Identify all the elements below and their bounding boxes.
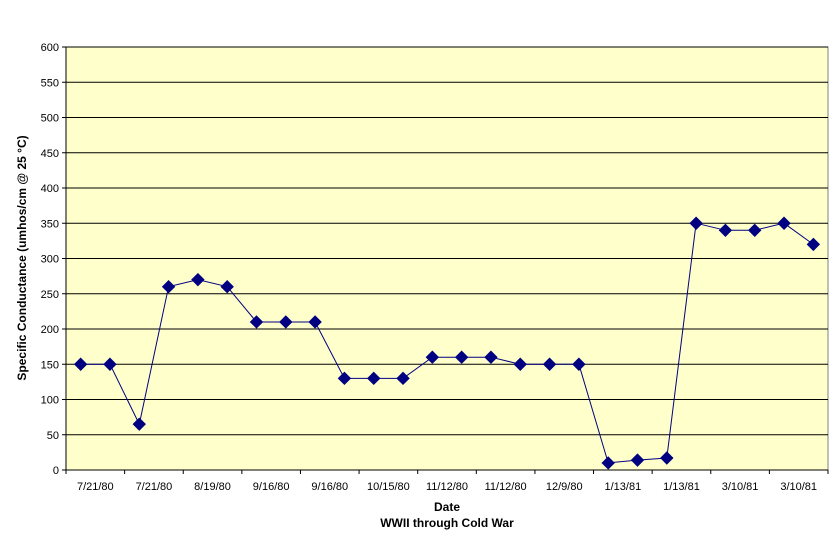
data-point-marker [220, 279, 234, 294]
data-point-marker [103, 357, 117, 371]
y-tick-label: 400 [41, 183, 59, 195]
data-point-marker [454, 350, 469, 364]
data-point-marker [513, 357, 527, 371]
y-tick-label: 550 [41, 77, 59, 89]
data-point-marker [601, 456, 615, 470]
chart-subtitle: WWII through Cold War [380, 516, 514, 530]
x-tick-label: 11/12/80 [426, 481, 468, 493]
y-tick-label: 200 [41, 324, 59, 336]
y-tick-label: 450 [41, 148, 59, 160]
data-point-marker [777, 216, 791, 230]
x-tick-label: 8/19/80 [194, 481, 231, 493]
y-tick-label: 350 [41, 218, 59, 230]
y-tick-label: 50 [47, 430, 59, 442]
y-tick-label: 0 [53, 465, 59, 477]
y-tick-labels: 0 50 100 150 200 250 300 350 400 450 500 550 600 [41, 42, 59, 477]
x-tick-label: 9/16/80 [311, 481, 348, 493]
data-point-marker [572, 357, 586, 371]
data-point-marker [191, 272, 205, 287]
x-tick-label: 10/15/80 [367, 481, 410, 493]
data-point-marker [161, 279, 176, 294]
y-tick-label: 300 [41, 254, 59, 266]
x-tick-label: 9/16/80 [253, 481, 290, 493]
data-point-marker [367, 371, 381, 386]
data-point-marker [748, 223, 762, 238]
y-tick-label: 500 [41, 113, 59, 125]
x-tick-label: 1/13/81 [604, 481, 641, 493]
data-point-marker [132, 417, 146, 431]
data-points [73, 216, 821, 470]
x-tick-label: 7/21/80 [136, 481, 173, 493]
data-point-marker [396, 371, 410, 386]
y-tick-label: 100 [41, 395, 59, 407]
data-point-marker [73, 357, 88, 371]
x-tick-label: 7/21/80 [77, 481, 114, 493]
x-tick-labels: 7/21/80 7/21/80 8/19/80 9/16/80 9/16/80 10/15… [77, 481, 817, 493]
y-axis-title: Specific Conductance (umhos/cm @ 25 °C) [15, 135, 29, 380]
x-tick-label: 12/9/80 [546, 481, 583, 493]
x-tick-label: 3/10/81 [722, 481, 759, 493]
data-point-marker [308, 315, 322, 329]
data-point-marker [630, 453, 645, 467]
data-point-marker [425, 350, 440, 364]
data-point-marker [337, 371, 352, 386]
axes [62, 46, 829, 474]
data-point-marker [249, 315, 264, 329]
y-tick-label: 600 [41, 42, 59, 54]
y-tick-label: 150 [41, 359, 59, 371]
data-point-marker [279, 315, 293, 329]
data-point-marker [806, 237, 821, 252]
x-tick-label: 3/10/81 [780, 481, 817, 493]
x-tick-label: 11/12/80 [485, 481, 527, 493]
data-point-marker [484, 350, 498, 364]
data-point-marker [542, 357, 557, 371]
y-tick-label: 250 [41, 289, 59, 301]
data-point-marker [689, 216, 703, 230]
x-axis-title: Date [434, 500, 460, 514]
data-point-marker [718, 223, 733, 238]
x-tick-label: 1/13/81 [663, 481, 700, 493]
data-point-marker [660, 451, 674, 465]
